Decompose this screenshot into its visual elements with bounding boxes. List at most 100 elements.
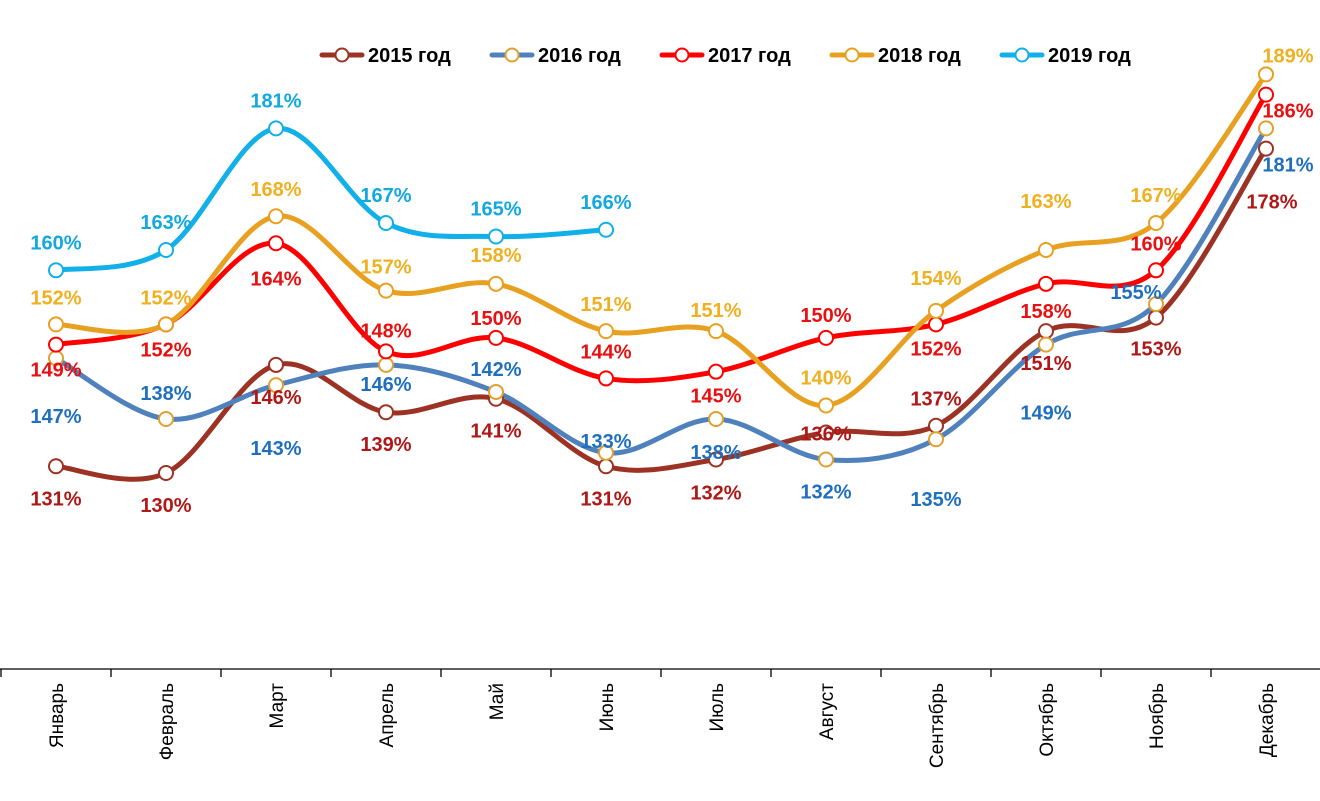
x-tick-label: Сентябрь xyxy=(927,683,948,768)
data-point xyxy=(1148,215,1164,231)
data-point xyxy=(378,356,394,373)
legend-marker xyxy=(504,47,520,63)
data-point xyxy=(598,221,614,238)
x-tick-label: Август xyxy=(817,683,838,740)
data-label: 152% xyxy=(910,338,961,360)
data-label: 150% xyxy=(470,308,521,330)
data-label: 144% xyxy=(580,341,631,363)
legend-label: 2019 год xyxy=(1048,45,1131,67)
data-point xyxy=(818,424,834,441)
x-axis: Январь Февраль Март Апрель Май Июнь Июль Август… xyxy=(0,668,1320,768)
legend-item: 2017 год xyxy=(659,45,791,67)
data-point xyxy=(488,228,504,245)
data-point xyxy=(928,417,944,434)
data-label: 158% xyxy=(1020,301,1071,323)
legend-marker xyxy=(674,47,690,63)
data-label: 153% xyxy=(1130,339,1181,361)
data-label: 160% xyxy=(30,232,81,254)
data-label: 154% xyxy=(910,268,961,290)
data-point xyxy=(818,397,834,414)
x-tick-label: Январь xyxy=(47,683,68,748)
series-line-2 xyxy=(53,92,1269,384)
data-label: 165% xyxy=(470,199,521,221)
series-line-1 xyxy=(53,125,1269,464)
data-point xyxy=(818,451,834,468)
data-label: 152% xyxy=(140,287,191,309)
legend-marker xyxy=(844,47,860,63)
data-point xyxy=(1038,275,1054,292)
data-label: 150% xyxy=(800,305,851,327)
data-point xyxy=(268,356,284,373)
legend-label: 2018 год xyxy=(878,45,961,67)
legend-item: 2018 год xyxy=(829,45,961,67)
x-tick-label: Июль xyxy=(707,683,728,732)
data-label: 131% xyxy=(30,488,81,510)
data-point xyxy=(378,404,394,421)
x-tick-label: Июнь xyxy=(597,683,618,731)
data-label: 158% xyxy=(470,245,521,267)
x-tick-label: Февраль xyxy=(157,683,178,760)
legend-item: 2019 год xyxy=(999,45,1131,67)
data-label: 181% xyxy=(1262,154,1313,176)
data-label: 181% xyxy=(250,90,301,112)
x-tick-label: Октябрь xyxy=(1037,683,1058,757)
data-label: 136% xyxy=(800,423,851,445)
data-label: 189% xyxy=(1262,45,1313,67)
data-point xyxy=(48,458,64,475)
data-label: 137% xyxy=(910,389,961,411)
data-label: 166% xyxy=(580,192,631,214)
data-label: 157% xyxy=(360,257,411,279)
data-label: 163% xyxy=(140,212,191,234)
data-label: 152% xyxy=(140,339,191,361)
data-point xyxy=(598,444,614,461)
data-point xyxy=(598,323,614,340)
series-line-0 xyxy=(53,146,1269,482)
data-label: 186% xyxy=(1262,101,1313,123)
legend-label: 2016 год xyxy=(538,45,621,67)
legend-marker xyxy=(334,47,350,63)
data-label: 152% xyxy=(30,287,81,309)
series-lines xyxy=(53,71,1269,482)
legend-item: 2016 год xyxy=(489,45,621,67)
legend-label: 2017 год xyxy=(708,45,791,67)
data-point xyxy=(378,215,394,231)
data-point xyxy=(928,431,944,448)
series-markers xyxy=(48,66,1274,482)
data-label: 168% xyxy=(250,179,301,201)
data-point xyxy=(1148,309,1164,326)
data-point xyxy=(818,329,834,346)
data-point xyxy=(708,363,724,380)
data-label: 131% xyxy=(580,488,631,510)
data-point xyxy=(928,302,944,319)
data-point xyxy=(48,336,64,353)
data-point xyxy=(1038,242,1054,259)
data-label: 148% xyxy=(360,320,411,342)
legend-marker xyxy=(1014,47,1030,63)
data-label: 138% xyxy=(690,442,741,464)
data-label: 163% xyxy=(1020,191,1071,213)
data-labels: 131% 130% 146% 139% 141% 131% 132% 136% 137% 151%… xyxy=(30,45,1313,517)
data-point xyxy=(708,451,724,468)
data-point xyxy=(1148,262,1164,279)
data-label: 141% xyxy=(470,421,521,443)
x-tick-label: Май xyxy=(487,683,508,720)
data-point xyxy=(48,262,64,279)
data-label: 147% xyxy=(30,406,81,428)
data-point xyxy=(1258,120,1274,137)
x-tick-label: Март xyxy=(267,683,288,729)
data-point xyxy=(1258,140,1274,157)
data-label: 135% xyxy=(910,489,961,511)
data-point xyxy=(268,208,284,225)
data-label: 140% xyxy=(800,367,851,389)
data-label: 139% xyxy=(360,434,411,456)
data-point xyxy=(378,282,394,299)
x-tick-label: Декабрь xyxy=(1257,683,1278,757)
data-point xyxy=(1038,336,1054,353)
data-point xyxy=(268,377,284,394)
data-label: 133% xyxy=(580,431,631,453)
data-label: 130% xyxy=(140,495,191,517)
data-label: 160% xyxy=(1130,233,1181,255)
data-point xyxy=(1258,66,1274,83)
data-label: 151% xyxy=(690,300,741,322)
